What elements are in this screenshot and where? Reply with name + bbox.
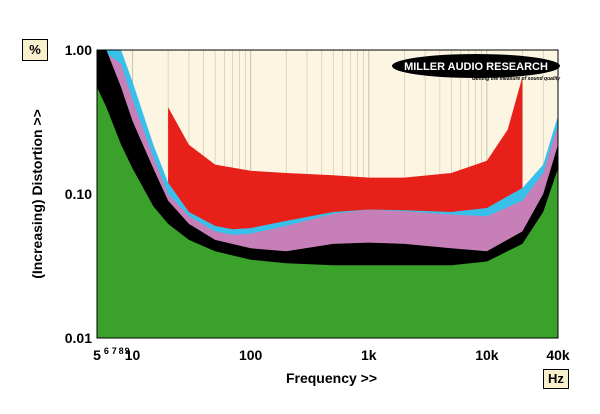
x-minor-tick-label: 9 — [125, 346, 130, 356]
logo-tagline: Getting the measure of sound quality — [472, 76, 561, 82]
x-minor-tick-label: 6 — [104, 346, 109, 356]
x-tick-label: 10 — [125, 347, 141, 363]
logo-title: MILLER AUDIO RESEARCH — [404, 61, 548, 73]
x-tick-label: 10k — [475, 347, 499, 363]
x-tick-label: 1k — [361, 347, 377, 363]
logo-oval — [392, 54, 560, 78]
tick-labels: 5 10 100 1k 10k 40k 6 7 8 9 1.00 0.10 0.01 — [65, 42, 570, 363]
y-axis-title: (Increasing) Distortion >> — [29, 109, 45, 279]
x-tick-label: 5 — [93, 347, 101, 363]
x-axis-title: Frequency >> — [286, 370, 377, 386]
plot-frame — [96, 49, 559, 339]
y-tick-label: 0.10 — [65, 186, 92, 202]
y-tick-label: 1.00 — [65, 42, 92, 58]
x-unit-label: Hz — [543, 369, 569, 389]
series-layer — [97, 50, 559, 339]
y-unit-label: % — [22, 39, 48, 61]
x-tick-label: 40k — [546, 347, 570, 363]
x-tick-label: 100 — [239, 347, 263, 363]
x-minor-tick-label: 8 — [119, 346, 124, 356]
x-minor-tick-label: 7 — [112, 346, 117, 356]
miller-audio-research-logo: MILLER AUDIO RESEARCH Getting the measur… — [392, 54, 560, 82]
y-tick-label: 0.01 — [65, 330, 92, 346]
series-area-4 — [97, 87, 558, 339]
